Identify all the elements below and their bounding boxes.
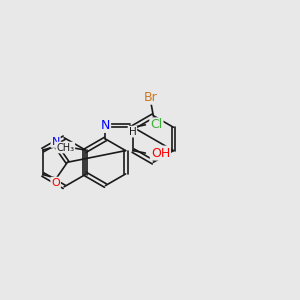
Text: H: H [129, 127, 136, 136]
Text: O: O [51, 178, 60, 188]
Text: CH₃: CH₃ [56, 142, 74, 152]
Text: Br: Br [144, 91, 158, 104]
Text: N: N [101, 119, 110, 132]
Text: N: N [51, 137, 60, 147]
Text: OH: OH [151, 147, 170, 160]
Text: Cl: Cl [150, 118, 163, 131]
